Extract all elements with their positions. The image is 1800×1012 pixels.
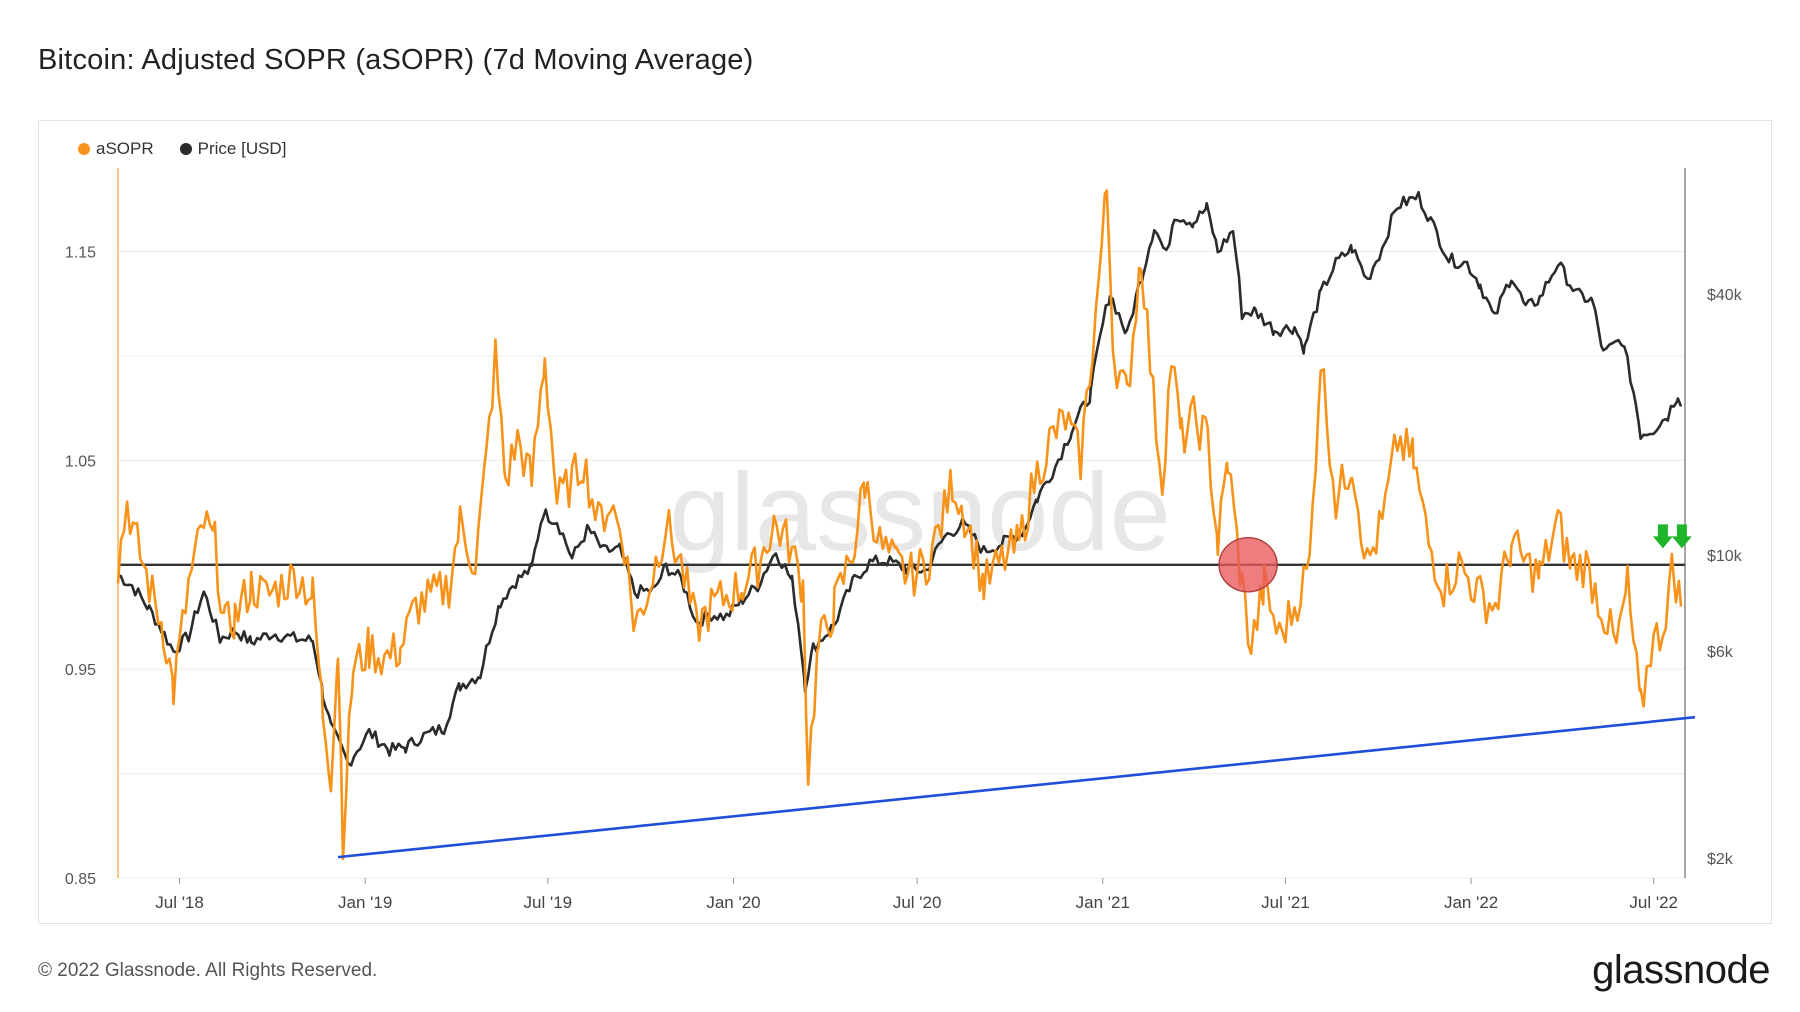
- down-arrow-icon: [1671, 524, 1692, 549]
- legend-label-asopr: aSOPR: [96, 139, 154, 158]
- y-left-tick-label: 1.05: [65, 453, 96, 470]
- x-tick-label: Jul '19: [524, 893, 573, 912]
- legend-label-price: Price [USD]: [197, 139, 287, 158]
- legend-item-price[interactable]: Price [USD]: [179, 139, 287, 159]
- highlight-circle: [1218, 537, 1278, 593]
- x-tick-label: Jan '19: [338, 893, 392, 912]
- legend-dot-asopr: [78, 143, 90, 155]
- y-left-tick-label: 0.85: [65, 871, 96, 888]
- x-tick-label: Jul '20: [893, 893, 942, 912]
- x-tick-label: Jul '21: [1261, 893, 1310, 912]
- asopr-line: [116, 189, 1683, 861]
- legend-dot-price: [179, 143, 192, 155]
- y-right-tick-label: $2k: [1707, 851, 1734, 868]
- y-right-tick-label: $10k: [1707, 548, 1743, 565]
- x-tick-label: Jan '20: [706, 893, 760, 912]
- support-trendline: [337, 715, 1696, 859]
- footer-copyright: © 2022 Glassnode. All Rights Reserved.: [38, 960, 378, 981]
- chart-legend: aSOPR Price [USD]: [78, 139, 286, 159]
- y-right-tick-label: $40k: [1707, 287, 1743, 304]
- x-tick-label: Jan '22: [1444, 893, 1498, 912]
- x-tick-label: Jan '21: [1076, 893, 1130, 912]
- x-tick-label: Jul '18: [155, 893, 204, 912]
- chart-title: Bitcoin: Adjusted SOPR (aSOPR) (7d Movin…: [38, 44, 754, 76]
- y-right-tick-label: $6k: [1707, 644, 1734, 661]
- legend-item-asopr[interactable]: aSOPR: [78, 139, 154, 159]
- x-tick-label: Jul '22: [1629, 893, 1678, 912]
- brand-logo: glassnode: [1592, 948, 1770, 992]
- y-left-tick-label: 0.95: [65, 662, 96, 679]
- price-line: [117, 190, 1683, 767]
- down-arrow-icon: [1652, 524, 1673, 549]
- chart-panel: [38, 120, 1772, 924]
- y-left-tick-label: 1.15: [65, 245, 96, 262]
